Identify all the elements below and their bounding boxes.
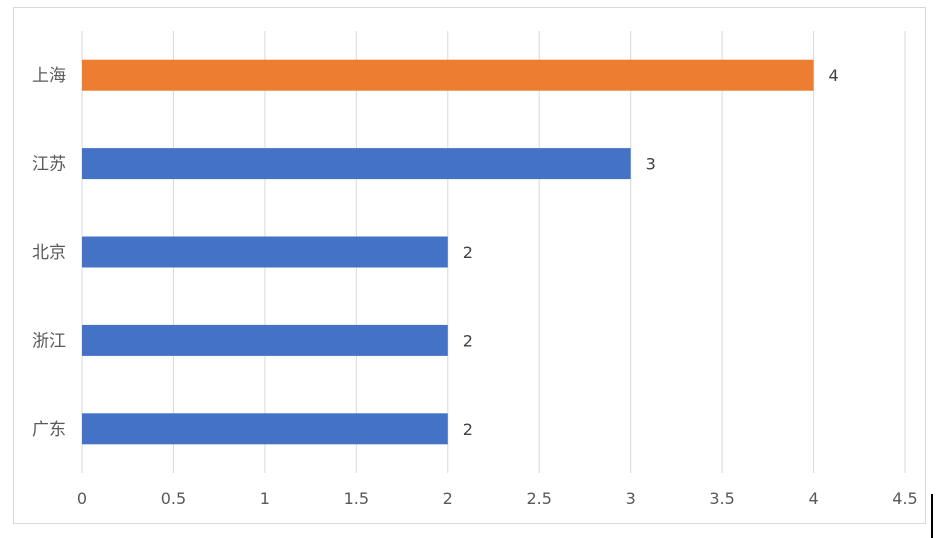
category-label: 江苏 <box>32 155 66 175</box>
x-tick-label: 0.5 <box>161 489 186 508</box>
x-tick-label: 1 <box>260 489 270 508</box>
bar-1 <box>82 59 814 91</box>
category-label: 广东 <box>32 420 66 440</box>
x-tick-label: 4 <box>808 489 818 508</box>
bar-2 <box>82 148 631 180</box>
x-tick-label: 0 <box>77 489 87 508</box>
labels: 0 0.5 1 1.5 2 2.5 3 3.5 4 4.5 上海 4 江苏 3 北京 2 浙江 2 广东 2 <box>32 66 918 508</box>
category-label: 上海 <box>32 66 66 86</box>
bars <box>82 59 814 445</box>
x-tick-label: 2.5 <box>526 489 551 508</box>
data-label: 2 <box>463 331 473 350</box>
data-label: 2 <box>463 420 473 439</box>
chart-frame: 0 0.5 1 1.5 2 2.5 3 3.5 4 4.5 上海 4 江苏 3 北京 2 浙江 2 广东 2 <box>13 7 926 524</box>
x-tick-label: 2 <box>443 489 453 508</box>
x-tick-label: 3.5 <box>709 489 734 508</box>
x-tick-label: 3 <box>626 489 636 508</box>
x-tick-label: 4.5 <box>892 489 917 508</box>
bar-4 <box>82 324 448 356</box>
data-label: 2 <box>463 243 473 262</box>
bar-5 <box>82 413 448 445</box>
text-cursor <box>931 494 933 538</box>
data-label: 3 <box>646 155 656 174</box>
category-label: 北京 <box>32 243 66 263</box>
data-label: 4 <box>829 66 839 85</box>
bar-3 <box>82 236 448 268</box>
category-label: 浙江 <box>32 331 66 351</box>
bar-chart: 0 0.5 1 1.5 2 2.5 3 3.5 4 4.5 上海 4 江苏 3 北京 2 浙江 2 广东 2 <box>32 31 918 508</box>
x-tick-label: 1.5 <box>344 489 369 508</box>
